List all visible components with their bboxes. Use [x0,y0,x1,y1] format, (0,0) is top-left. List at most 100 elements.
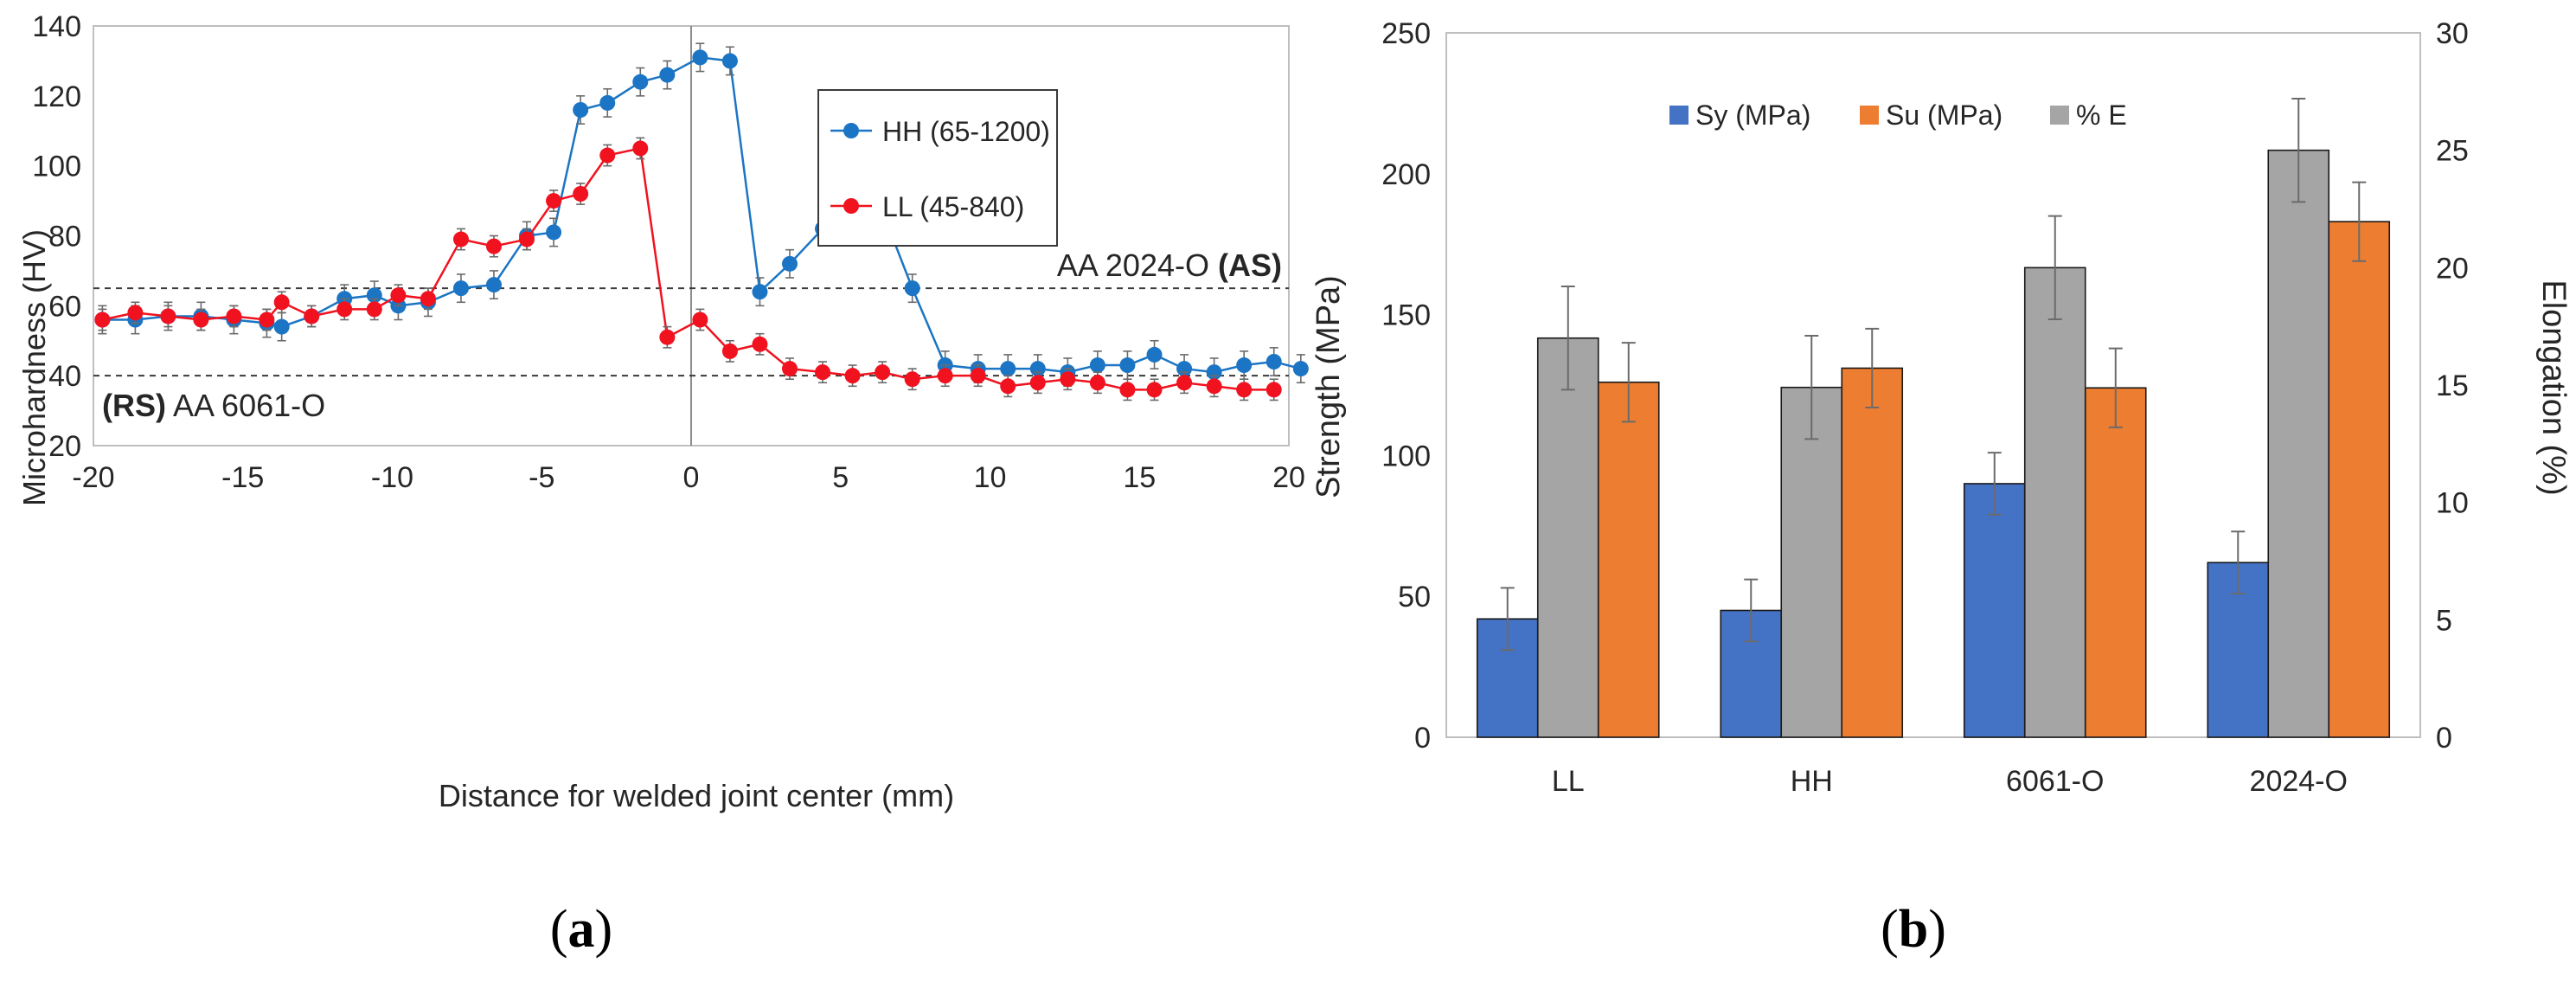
data-point-ll [632,140,649,157]
chart-a-tick-labels: 20 40 60 80 100 120 140 -20 -15 -10 -5 0 5 10 15 20 [32,10,1305,494]
chart-a-x-tick-label: -20 [72,461,114,494]
data-point-ll [452,231,469,247]
data-point-hh [599,94,616,111]
data-point-ll [815,364,831,381]
legend-item-sy: Sy (MPa) [1669,100,1810,131]
data-point-hh [752,284,768,300]
ref-label-side: (RS) [102,388,166,423]
chart-b-y2-tick-label: 5 [2436,604,2452,637]
panel-b-close-paren: ) [1928,900,1946,959]
chart-a-x-tick-label: 5 [832,461,849,494]
chart-a-y-tick-label: 20 [48,430,81,463]
data-point-ll [970,368,986,384]
chart-a-reference-label: AA 2024-O (AS) [1057,247,1282,283]
chart-a-legend: HH (65-1200) LL (45-840) [817,89,1058,247]
panel-caption-a: (a) [550,900,612,959]
chart-b-axes [1445,32,2421,738]
chart-b-y-tick-label: 0 [1414,722,1431,755]
chart-b-y-axis-label: Strength (MPa) [1310,275,1347,498]
chart-a-series [94,42,1309,402]
data-point-ll [193,312,209,328]
data-point-ll [1176,375,1193,391]
data-point-ll [420,291,436,307]
data-point-hh [573,102,589,118]
series-ll-line [102,146,1274,391]
panel-a-letter: a [568,900,595,959]
bar-elong [2023,267,2086,738]
bar-su [2084,387,2147,738]
bar-su [1597,381,1660,738]
data-point-ll [160,308,176,324]
data-point-ll [1146,382,1163,398]
data-point-ll [273,294,290,311]
data-point-ll [844,368,861,384]
data-point-ll [1089,375,1105,391]
data-point-ll [875,364,891,381]
data-point-ll [366,301,382,318]
bar-elong [2267,149,2330,738]
chart-b-category-label: 6061-O [2006,765,2104,798]
data-point-ll [1206,378,1222,395]
chart-b-y2-tick-label: 30 [2436,17,2469,50]
chart-a-reference-label: (RS) AA 6061-O [102,388,325,423]
chart-b-y-tick-label: 150 [1381,299,1431,332]
data-point-ll [127,305,144,321]
legend-su-label: Su (MPa) [1886,100,2002,131]
legend-elongation-swatch [2050,106,2069,125]
chart-b-y-tick-label: 50 [1398,581,1431,614]
data-point-hh [721,53,738,69]
data-point-ll [485,238,502,254]
legend-ll-label: LL (45-840) [882,191,1024,222]
data-point-ll [336,301,353,318]
data-point-hh [692,49,708,66]
chart-a-y-tick-label: 140 [32,10,81,43]
microhardness-chart: 20 40 60 80 100 120 140 -20 -15 -10 -5 0 5 10 15 20 AA … [16,10,1309,813]
panel-caption-b: (b) [1881,900,1946,959]
legend-su-swatch [1860,106,1879,125]
chart-a-x-tick-label: -10 [371,461,413,494]
data-point-hh [632,74,649,90]
chart-a-y-tick-label: 100 [32,151,81,183]
data-point-hh [904,280,920,297]
bar-sy [1963,483,2026,738]
chart-a-y-tick-label: 120 [32,80,81,113]
data-point-ll [752,336,768,352]
data-point-hh [1236,357,1253,374]
data-point-ll [1236,382,1253,398]
data-point-ll [1266,382,1282,398]
data-point-hh [659,67,676,83]
panel-b-open-paren: ( [1881,900,1899,959]
legend-item-hh: HH (65-1200) [830,116,1050,147]
ref-label-text: AA 6061-O [166,388,325,423]
data-point-ll [599,147,616,164]
data-point-hh [546,224,562,241]
legend-item-ll: LL (45-840) [830,191,1024,222]
data-point-ll [659,329,676,345]
series-hh [94,42,1309,388]
data-point-ll [94,312,111,328]
legend-item-elongation: % E [2050,100,2127,131]
data-point-ll [1000,378,1016,395]
chart-a-x-tick-label: 20 [1272,461,1305,494]
chart-a-legend-box [817,89,1058,247]
chart-a-x-tick-label: 0 [683,461,700,494]
data-point-ll [259,312,275,328]
bar-elong [1536,337,1599,738]
bar-su [2328,221,2391,738]
chart-b-category-label: 2024-O [2250,765,2348,798]
data-point-ll [390,287,407,304]
data-point-ll [1060,371,1076,388]
series-ll [94,137,1282,402]
chart-b-y2-tick-label: 20 [2436,252,2469,285]
legend-ll-marker [843,198,859,214]
data-point-hh [1266,354,1282,369]
chart-b-y2-tick-label: 15 [2436,369,2469,402]
chart-b-y-tick-label: 200 [1381,158,1431,191]
chart-a-y-tick-label: 80 [48,221,81,254]
legend-sy-swatch [1669,106,1688,125]
data-point-ll [904,371,920,388]
chart-a-y-tick-label: 40 [48,360,81,393]
chart-b-y-tick-label: 250 [1381,17,1431,50]
data-point-ll [546,193,562,209]
chart-b-y2-axis-label: Elongation (%) [2535,279,2572,495]
